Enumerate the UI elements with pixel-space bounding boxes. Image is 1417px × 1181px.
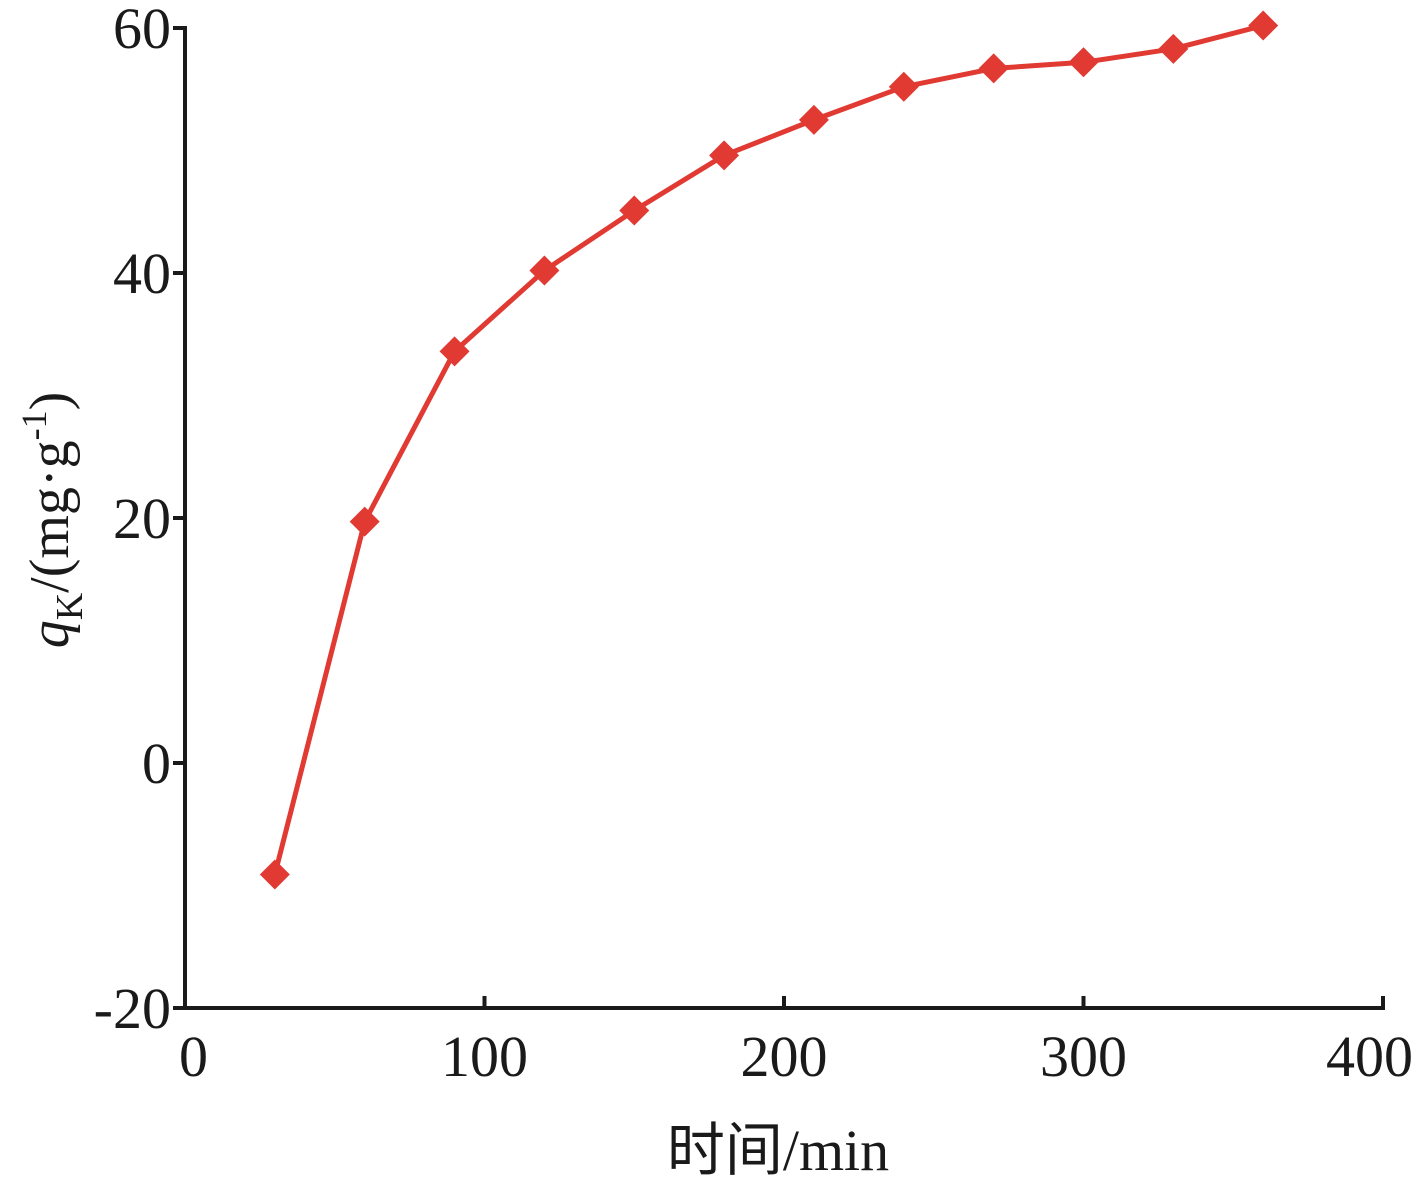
x-tick-label: 100 [441, 1024, 528, 1089]
data-point-marker [978, 53, 1009, 84]
data-point-marker [619, 195, 650, 226]
data-point-marker [798, 104, 829, 135]
y-axis-title: qK/(mg·g-1) [14, 392, 91, 649]
series [259, 10, 1279, 890]
y-tick-label: -20 [94, 976, 171, 1041]
x-tick-label: 400 [1326, 1024, 1413, 1089]
data-point-marker [1068, 47, 1099, 78]
y-tick-label: 0 [142, 731, 171, 796]
x-tick-label: 0 [179, 1024, 208, 1089]
data-point-marker [1248, 10, 1279, 41]
data-point-marker [1158, 33, 1189, 64]
y-tick-label: 40 [113, 241, 171, 306]
y-axis-unit-suffix: ) [19, 392, 81, 411]
y-tick-label: 20 [113, 486, 171, 551]
data-point-marker [709, 140, 740, 171]
x-tick-label: 200 [741, 1024, 828, 1089]
series-line [272, 23, 1264, 876]
x-tick-label: 300 [1040, 1024, 1127, 1089]
y-axis-unit-prefix: /(mg·g [19, 440, 81, 592]
data-point-marker [529, 255, 560, 286]
data-point-marker [439, 336, 470, 367]
data-point-marker [349, 506, 380, 537]
y-axis-unit-exponent: -1 [14, 410, 54, 440]
x-axis-title: 时间/min [667, 1118, 889, 1181]
y-axis-symbol: q [19, 620, 81, 648]
y-axis-subscript: K [49, 592, 91, 620]
y-tick-label: 60 [113, 0, 171, 61]
data-point-marker [888, 71, 919, 102]
data-point-marker [259, 859, 290, 890]
